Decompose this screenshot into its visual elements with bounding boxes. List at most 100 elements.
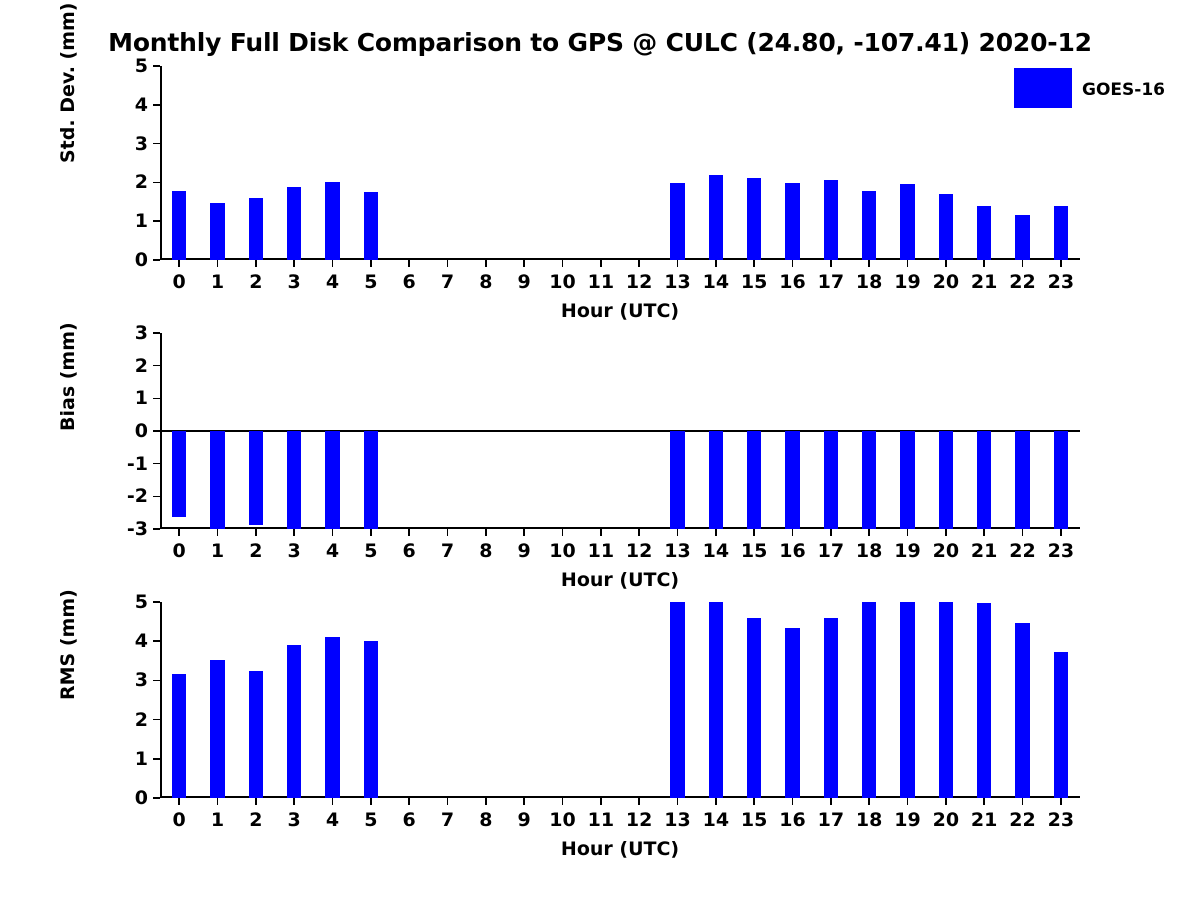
y-axis-tick-label: 0: [134, 787, 148, 809]
x-axis-tick-label: 12: [625, 271, 653, 293]
x-axis-tick-label: 18: [855, 540, 883, 562]
x-axis-tick: [983, 798, 985, 805]
x-axis-tick: [370, 260, 372, 267]
x-axis-tick: [906, 260, 909, 267]
x-axis-tick-label: 18: [855, 809, 883, 831]
x-axis-tick: [370, 798, 372, 805]
x-axis-tick: [485, 260, 487, 267]
x-axis-tick-label: 13: [664, 809, 691, 831]
x-axis-tick-label: 11: [587, 540, 615, 562]
bar: [938, 193, 953, 260]
x-axis-tick: [715, 529, 717, 536]
x-axis-tick: [293, 260, 295, 267]
bar: [823, 618, 838, 798]
x-axis-tick: [753, 260, 755, 267]
bar: [363, 191, 378, 260]
x-axis-tick-label: 19: [894, 540, 921, 562]
x-axis-tick-label: 8: [479, 809, 493, 831]
x-axis-tick: [600, 260, 602, 267]
y-axis-tick: [153, 640, 160, 642]
x-axis-tick: [408, 260, 410, 267]
bar: [862, 190, 877, 260]
x-axis-tick: [178, 798, 180, 805]
x-axis-tick-label: 7: [440, 540, 455, 562]
x-axis-tick: [1021, 260, 1024, 267]
x-axis-tick-label: 10: [549, 271, 576, 293]
x-axis-tick-label: 21: [970, 540, 998, 562]
page-title: Monthly Full Disk Comparison to GPS @ CU…: [108, 28, 1092, 57]
x-axis-tick-label: 11: [587, 809, 615, 831]
x-axis-tick-label: 0: [172, 540, 186, 562]
bar: [708, 602, 723, 798]
x-axis-tick-label: 14: [702, 809, 730, 831]
x-axis-tick: [178, 529, 180, 536]
x-axis-tick-label: 19: [894, 809, 921, 831]
y-axis-tick-label: 0: [134, 249, 148, 271]
x-axis-tick: [830, 260, 832, 267]
x-axis-tick-label: 23: [1047, 271, 1075, 293]
x-axis-tick-label: 17: [817, 540, 845, 562]
y-axis-tick-label: -3: [126, 518, 148, 540]
bar: [900, 602, 915, 798]
x-axis-tick-label: 0: [172, 271, 186, 293]
x-axis-tick-label: 11: [587, 271, 615, 293]
std-dev-panel: 0 1 2 3 4 5 0 1 2 3 4 5 6 7 8 9 10 11 12 13 14 15 16 17 18 19 20 21…: [57, 3, 1080, 322]
bar: [325, 182, 340, 260]
x-axis-tick: [791, 798, 794, 805]
x-axis-tick-label: 17: [817, 809, 845, 831]
y-axis-tick: [153, 528, 160, 530]
bar: [747, 617, 762, 798]
x-axis-tick: [331, 798, 334, 805]
bar: [977, 206, 992, 260]
bar: [287, 645, 302, 798]
x-axis-tick-label: 7: [440, 809, 455, 831]
x-axis-tick-label: 5: [364, 809, 378, 831]
x-axis-tick: [753, 529, 755, 536]
zero-reference-line: [160, 430, 1080, 432]
x-axis-tick: [638, 529, 640, 536]
goes-16-swatch: [1014, 68, 1072, 108]
x-axis-tick-label: 20: [932, 809, 960, 831]
x-axis-tick-label: 23: [1047, 809, 1075, 831]
bar: [900, 431, 915, 529]
x-axis-tick-label: 4: [325, 809, 340, 831]
bar: [1053, 206, 1068, 260]
x-axis-tick-label: 8: [479, 271, 493, 293]
x-axis-tick: [906, 529, 909, 536]
x-axis-tick: [791, 260, 794, 267]
y-axis-tick-label: 3: [134, 669, 148, 692]
x-axis-tick-label: 5: [364, 540, 378, 562]
y-axis-tick: [153, 758, 160, 760]
bar: [938, 431, 953, 529]
x-axis-tick: [523, 529, 525, 536]
x-axis-tick-label: 13: [664, 271, 691, 293]
x-axis-tick: [446, 798, 449, 805]
y-axis-tick-label: 3: [134, 132, 148, 155]
bar: [747, 431, 762, 529]
x-axis-spine: [160, 796, 1080, 798]
bar: [785, 627, 800, 798]
bar: [287, 187, 302, 260]
bar: [210, 660, 225, 798]
x-axis-tick-label: 4: [325, 540, 340, 562]
x-axis-tick: [293, 529, 295, 536]
x-axis-tick-label: 8: [479, 540, 493, 562]
x-axis-tick-label: 23: [1047, 540, 1075, 562]
x-axis-tick: [561, 529, 564, 536]
x-axis-tick: [830, 529, 832, 536]
y-axis-spine: [160, 602, 162, 798]
x-axis-tick: [216, 798, 219, 805]
x-axis-tick: [868, 798, 870, 805]
bar: [325, 636, 340, 798]
bias-panel: -3 -2 -1 0 1 2 3 0 1 2 3 4 5 6 7 8 9 10 11 12 13 14 15 16 17 18 19…: [57, 322, 1080, 591]
bar: [210, 202, 225, 260]
y-axis-tick-label: 4: [134, 630, 148, 653]
x-axis-tick: [370, 529, 372, 536]
rms-panel-plot-area: 0 1 2 3 4 5 0 1 2 3 4 5 6 7 8 9 10 11 12 13 14 15 16 17 18 19 20 21…: [57, 589, 1080, 860]
x-axis-tick: [945, 529, 947, 536]
bar: [938, 602, 953, 798]
x-axis-tick-label: 7: [440, 271, 455, 293]
x-axis-tick: [178, 260, 180, 267]
x-axis-tick: [906, 798, 909, 805]
x-axis-tick: [561, 798, 564, 805]
